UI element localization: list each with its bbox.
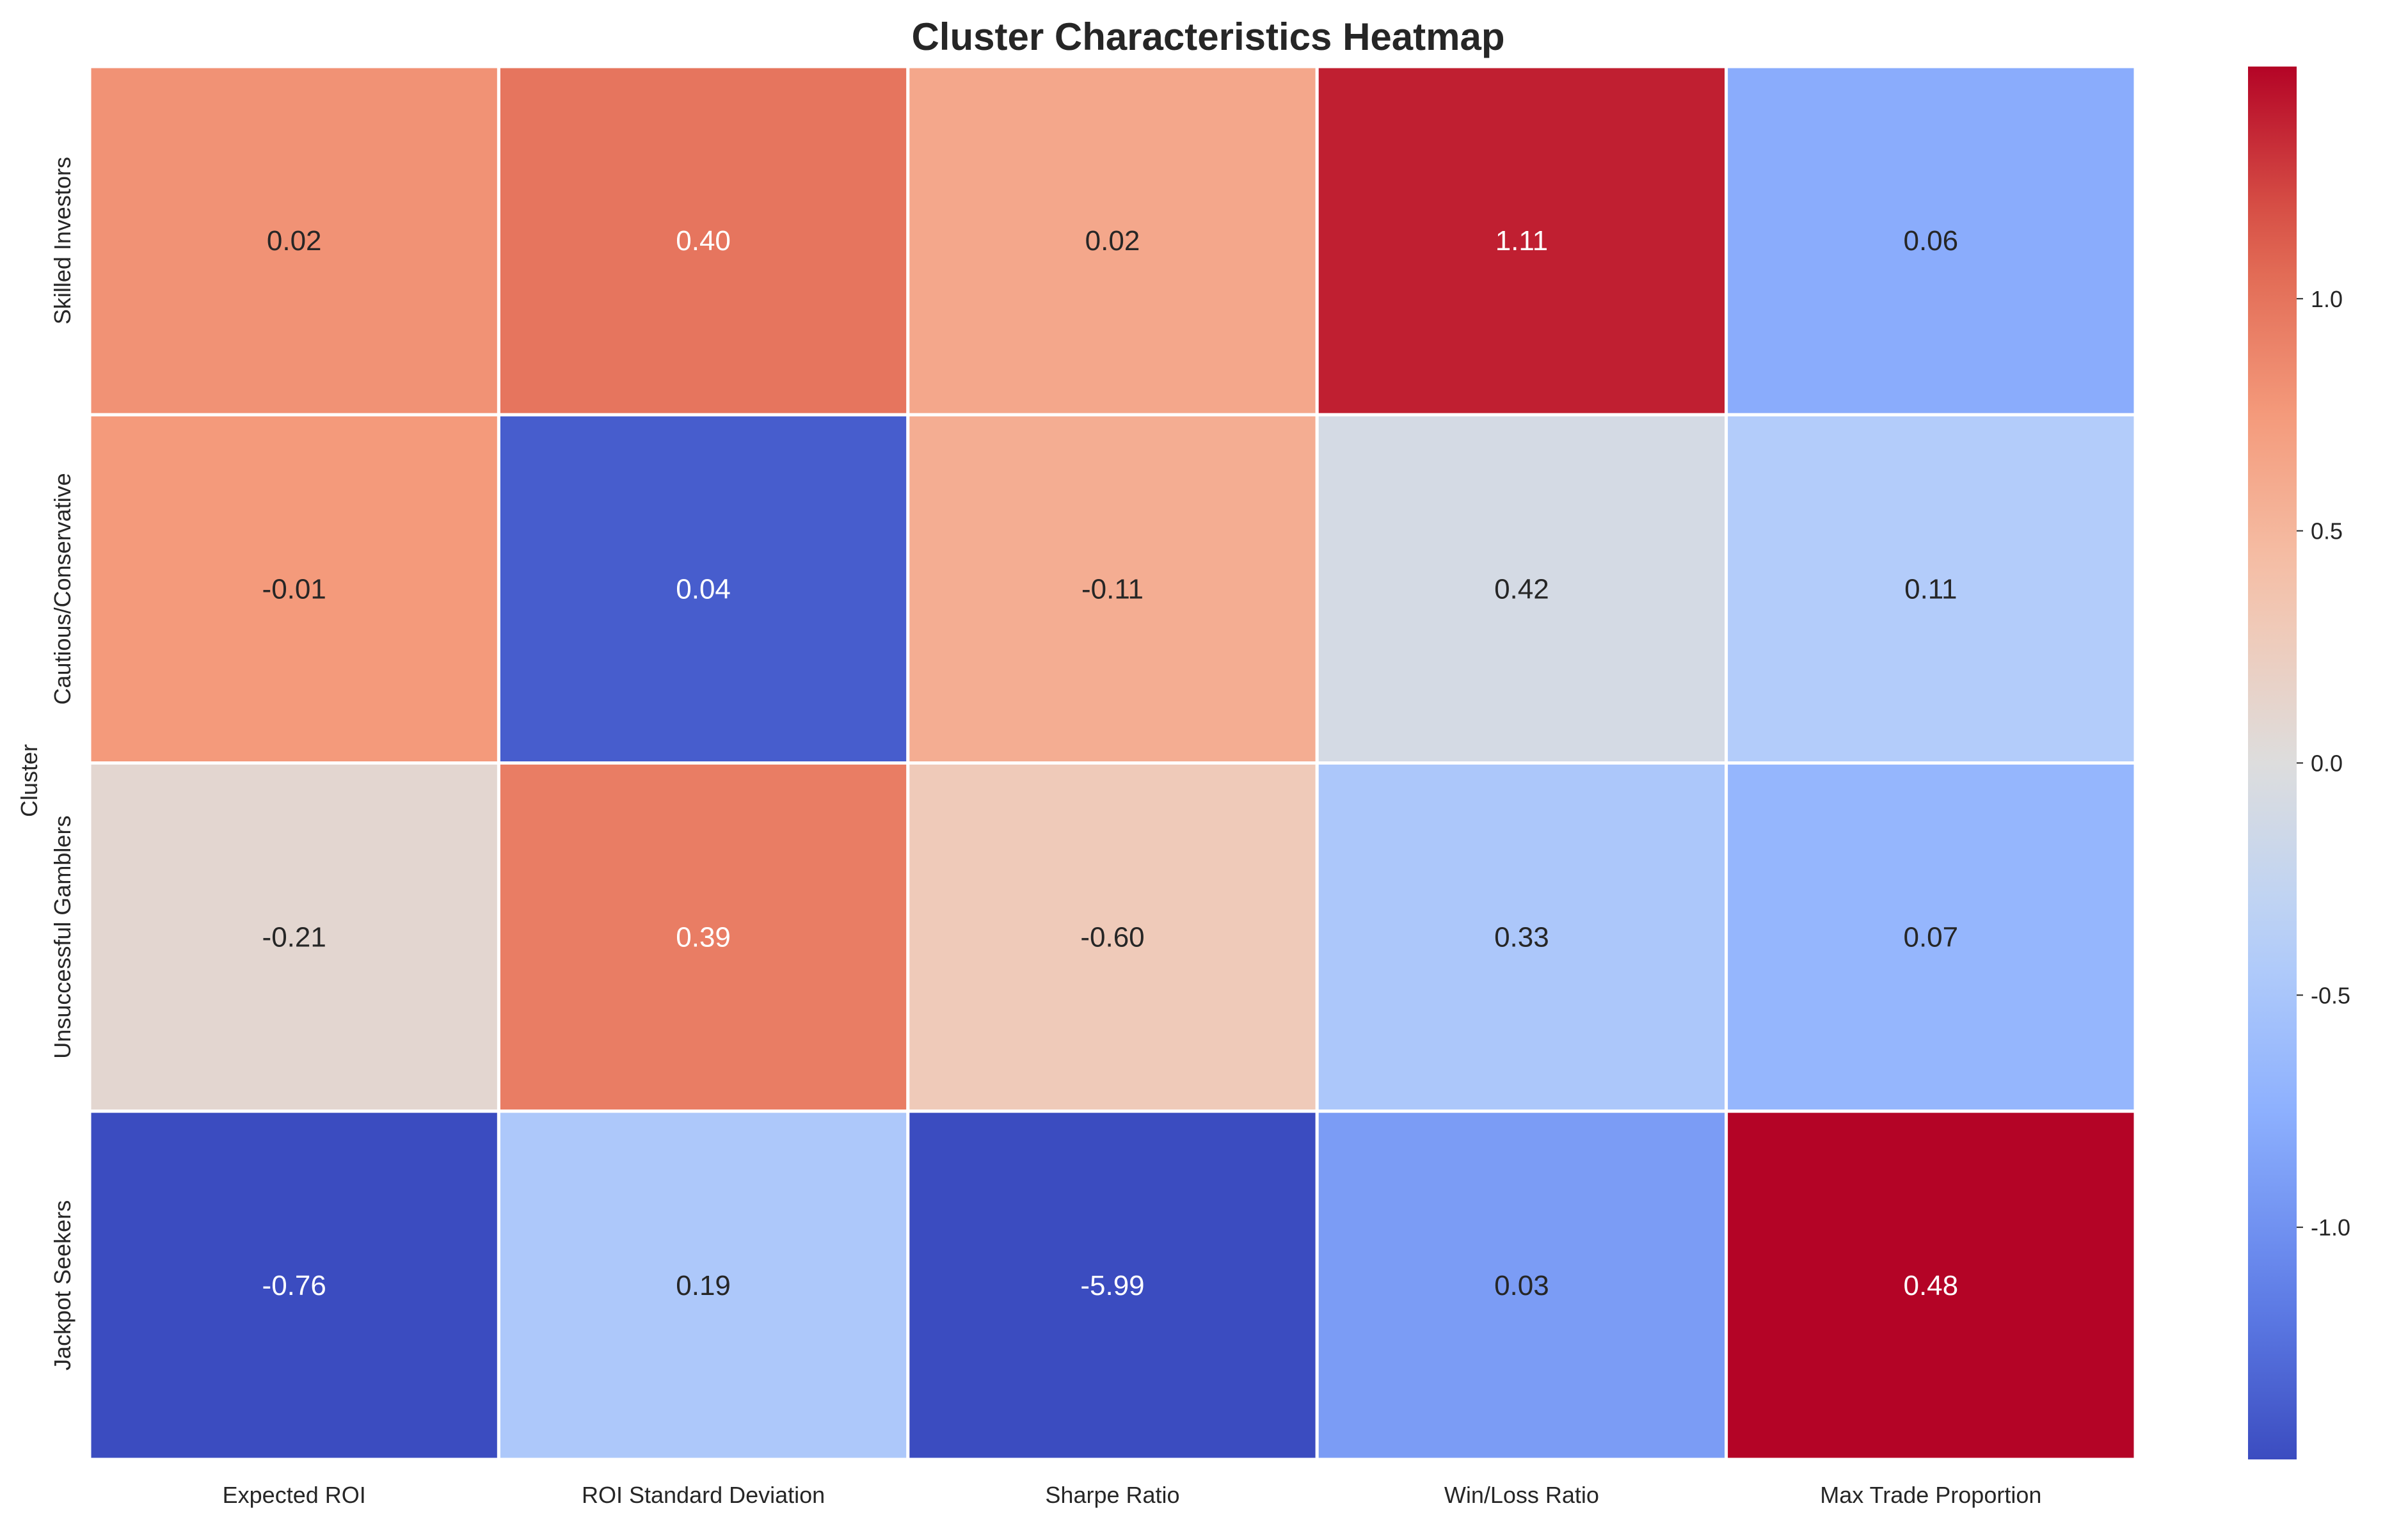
- y-tick-label: Unsuccessful Gamblers: [49, 816, 76, 1059]
- heatmap-cell-label: -0.60: [1080, 922, 1144, 953]
- heatmap-cell-label: 0.04: [676, 573, 731, 605]
- heatmap-cell: [497, 761, 910, 1113]
- y-axis-tick-labels: Skilled Investors Cautious/Conservative Un…: [49, 157, 76, 1370]
- heatmap-cell: [1725, 65, 2137, 417]
- y-tick-label: Jackpot Seekers: [49, 1200, 76, 1370]
- heatmap-cell-label: -0.76: [262, 1270, 326, 1301]
- heatmap-cell-label: 0.40: [676, 225, 731, 257]
- heatmap-cell-label: 1.11: [1495, 225, 1548, 257]
- heatmap-cell-label: 0.03: [1494, 1270, 1549, 1301]
- heatmap-cell: [88, 65, 500, 417]
- heatmap-cell-label: -0.01: [262, 573, 326, 605]
- heatmap-cell-label: 0.48: [1903, 1270, 1958, 1301]
- heatmap-cell: [1315, 761, 1728, 1113]
- heatmap-cell-label: 0.02: [1085, 225, 1140, 257]
- heatmap-cell-label: 0.39: [676, 922, 731, 953]
- colorbar: -1.0 -0.5 0.0 0.5 1.0: [2248, 67, 2350, 1459]
- x-tick-label: Expected ROI: [223, 1482, 366, 1508]
- heatmap-cell: [906, 413, 1319, 765]
- heatmap-cell: [88, 413, 500, 765]
- chart-title: Cluster Characteristics Heatmap: [911, 15, 1504, 58]
- heatmap-cell: [497, 1109, 910, 1461]
- heatmap-cell-label: 0.11: [1904, 573, 1957, 605]
- colorbar-tick-label: -1.0: [2311, 1214, 2350, 1241]
- heatmap-cell-label: 0.33: [1494, 922, 1549, 953]
- heatmap-cell-label: 0.42: [1494, 573, 1549, 605]
- colorbar-tick-label: 0.5: [2311, 518, 2343, 544]
- heatmap-cell-label: -0.11: [1081, 573, 1144, 605]
- y-axis-label: Cluster: [16, 744, 42, 817]
- heatmap-cell: [1725, 1109, 2137, 1461]
- heatmap-cell: [906, 761, 1319, 1113]
- heatmap-cell: [1315, 1109, 1728, 1461]
- y-tick-label: Cautious/Conservative: [49, 473, 76, 704]
- colorbar-tick-labels: -1.0 -0.5 0.0 0.5 1.0: [2297, 286, 2350, 1241]
- heatmap-cell: [88, 1109, 500, 1461]
- heatmap-cell: [906, 65, 1319, 417]
- heatmap-cell: [1315, 65, 1728, 417]
- heatmap-cell: [1725, 413, 2137, 765]
- colorbar-gradient: [2248, 67, 2297, 1459]
- heatmap-cells: [88, 65, 2137, 1461]
- heatmap-cell-label: 0.07: [1903, 922, 1958, 953]
- heatmap-cell-label: 0.19: [676, 1270, 731, 1301]
- heatmap-cell-label: 0.06: [1903, 225, 1958, 257]
- colorbar-tick-label: 0.0: [2311, 751, 2343, 777]
- x-tick-label: Sharpe Ratio: [1045, 1482, 1179, 1508]
- heatmap-cell: [906, 1109, 1319, 1461]
- x-tick-label: ROI Standard Deviation: [582, 1482, 825, 1508]
- colorbar-tick-label: -0.5: [2311, 982, 2350, 1008]
- heatmap-cell: [1725, 761, 2137, 1113]
- heatmap-cell: [497, 65, 910, 417]
- y-tick-label: Skilled Investors: [49, 157, 76, 324]
- heatmap-cell-label: -5.99: [1080, 1270, 1144, 1301]
- x-axis-tick-labels: Expected ROI ROI Standard Deviation Sharpe…: [223, 1482, 2042, 1508]
- x-tick-label: Max Trade Proportion: [1820, 1482, 2041, 1508]
- heatmap-cell-label: 0.02: [267, 225, 322, 257]
- colorbar-tick-label: 1.0: [2311, 286, 2343, 312]
- heatmap-cell-labels: 0.02 0.40 0.02 1.11 0.06 -0.01 0.04 -0.11 0.42 0.…: [262, 225, 1959, 1301]
- x-tick-label: Win/Loss Ratio: [1444, 1482, 1599, 1508]
- heatmap-cell-label: -0.21: [262, 922, 326, 953]
